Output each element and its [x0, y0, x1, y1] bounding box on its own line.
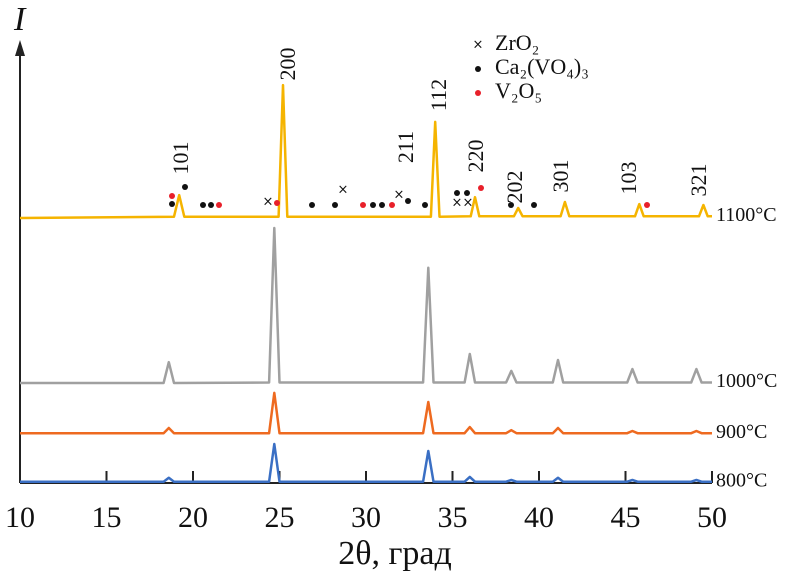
peak-label: 200 — [275, 48, 300, 81]
peak-label: 220 — [463, 140, 488, 173]
phase-marker — [309, 202, 315, 208]
phase-marker — [508, 202, 514, 208]
phase-marker — [389, 202, 395, 208]
x-tick-label: 15 — [92, 501, 122, 534]
x-tick-label: 25 — [265, 501, 295, 534]
phase-marker — [379, 202, 385, 208]
legend-label: Ca₂(VO₄)₃ — [495, 54, 589, 79]
legend-label: V₂O₅ — [495, 78, 542, 103]
peak-label: 112 — [426, 79, 451, 111]
x-tick-label: 35 — [438, 501, 468, 534]
xrd-line — [19, 83, 712, 220]
phase-marker — [478, 185, 484, 191]
phase-marker — [216, 202, 222, 208]
series-label: 900°C — [716, 421, 767, 443]
x-tick-label: 10 — [5, 501, 35, 534]
phase-marker: × — [263, 195, 274, 210]
x-tick-label: 45 — [611, 501, 641, 534]
peak-label: 321 — [686, 164, 711, 197]
series-label: 1000°C — [716, 370, 777, 392]
phase-marker — [644, 202, 650, 208]
phase-marker — [531, 202, 537, 208]
x-tick-label: 40 — [524, 501, 554, 534]
phase-marker — [370, 202, 376, 208]
series-label: 1100°C — [716, 204, 777, 226]
phase-marker — [475, 66, 481, 72]
peak-label: 103 — [616, 162, 641, 195]
phase-marker — [200, 202, 206, 208]
phase-marker — [405, 198, 411, 204]
phase-marker — [169, 193, 175, 199]
x-tick-label: 50 — [697, 501, 727, 534]
xrd-line — [20, 391, 712, 435]
phase-marker: × — [473, 38, 484, 53]
phase-marker — [332, 202, 338, 208]
x-tick-label: 30 — [351, 501, 381, 534]
xrd-line — [20, 226, 712, 385]
peak-label: 301 — [548, 160, 573, 193]
peak-label: 101 — [168, 142, 193, 175]
phase-marker — [274, 200, 280, 206]
phase-marker — [464, 190, 470, 196]
phase-marker — [208, 202, 214, 208]
xrd-line — [20, 442, 712, 483]
phase-marker: × — [338, 183, 349, 198]
x-axis-label: 2θ, град — [338, 535, 452, 572]
phase-marker — [475, 90, 481, 96]
y-axis-arrow — [15, 40, 25, 56]
phase-marker: × — [463, 196, 474, 211]
phase-marker: × — [452, 196, 463, 211]
series-label: 800°C — [716, 469, 767, 491]
phase-marker — [454, 190, 460, 196]
peak-label: 202 — [502, 171, 527, 204]
phase-marker: × — [394, 188, 405, 203]
phase-marker — [169, 201, 175, 207]
phase-marker — [422, 202, 428, 208]
phase-marker — [182, 184, 188, 190]
legend-label: ZrO₂ — [495, 30, 539, 55]
x-tick-label: 20 — [178, 501, 208, 534]
y-axis-label: I — [13, 1, 27, 38]
peak-label: 211 — [393, 131, 418, 163]
phase-marker — [360, 202, 366, 208]
